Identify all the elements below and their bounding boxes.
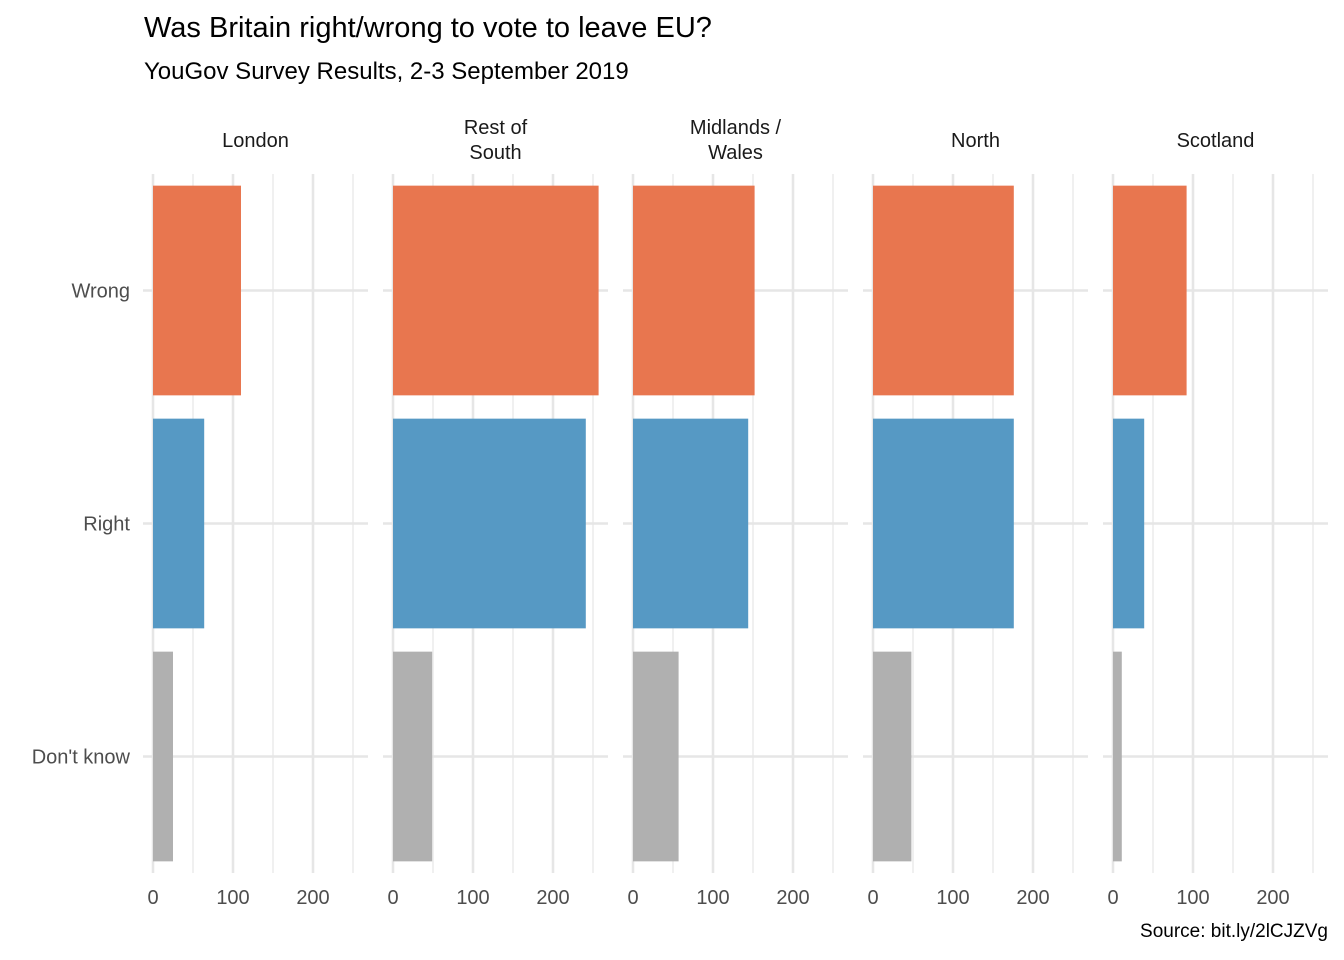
y-tick-label: Don't know — [32, 747, 131, 769]
x-tick-label: 0 — [627, 887, 638, 909]
bar-wrong — [153, 185, 241, 396]
y-tick-label: Right — [83, 514, 130, 536]
bar-wrong — [1113, 185, 1187, 396]
facet-strip-label: Wales — [708, 142, 763, 164]
facet-strip-label: Midlands / — [690, 117, 782, 139]
x-tick-label: 200 — [296, 887, 329, 909]
x-tick-label: 200 — [1016, 887, 1049, 909]
bar-don-t-know — [873, 651, 912, 862]
bar-don-t-know — [153, 651, 173, 862]
facet-strip-label: South — [469, 142, 521, 164]
x-tick-label: 100 — [1176, 887, 1209, 909]
x-tick-label: 0 — [1107, 887, 1118, 909]
x-tick-label: 200 — [536, 887, 569, 909]
x-tick-label: 200 — [1256, 887, 1289, 909]
facet-strip-label: North — [951, 130, 1000, 152]
y-tick-label: Wrong — [71, 281, 130, 303]
bar-right — [393, 418, 586, 629]
bar-right — [873, 418, 1014, 629]
x-tick-label: 0 — [867, 887, 878, 909]
bar-don-t-know — [393, 651, 433, 862]
bar-don-t-know — [633, 651, 679, 862]
facet-strip-label: London — [222, 130, 289, 152]
bar-don-t-know — [1113, 651, 1122, 862]
bar-wrong — [633, 185, 755, 396]
chart-subtitle: YouGov Survey Results, 2-3 September 201… — [144, 58, 629, 85]
facet-strip-label: Scotland — [1177, 130, 1255, 152]
x-tick-label: 0 — [147, 887, 158, 909]
facet-strip-label: Rest of — [464, 117, 528, 139]
x-tick-label: 100 — [456, 887, 489, 909]
x-tick-label: 200 — [776, 887, 809, 909]
chart-title: Was Britain right/wrong to vote to leave… — [144, 12, 712, 44]
x-tick-label: 100 — [936, 887, 969, 909]
x-tick-label: 0 — [387, 887, 398, 909]
bar-wrong — [873, 185, 1014, 396]
source-caption: Source: bit.ly/2lCJZVg — [1140, 921, 1328, 942]
bar-right — [1113, 418, 1145, 629]
bar-right — [153, 418, 205, 629]
bar-right — [633, 418, 749, 629]
x-tick-label: 100 — [696, 887, 729, 909]
x-tick-label: 100 — [216, 887, 249, 909]
bar-wrong — [393, 185, 599, 396]
